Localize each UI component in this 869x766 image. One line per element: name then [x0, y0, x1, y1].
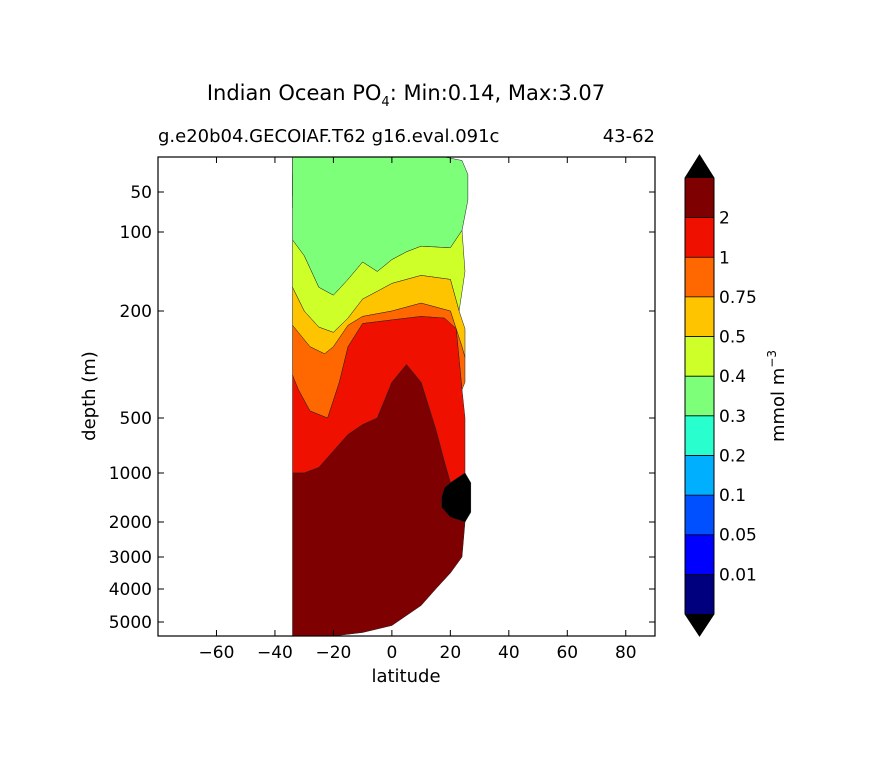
x-tick-label: 80: [615, 643, 637, 663]
y-axis-ticks: 50 100 200 500 1000 2000 3000 4000 5000: [109, 183, 655, 633]
colorbar-extend-top: [685, 155, 714, 178]
plot-frame: [157, 156, 656, 637]
colorbar-swatch: [685, 376, 714, 416]
colorbar-tick-label: 0.05: [719, 526, 757, 546]
colorbar-tick-label: 0.3: [719, 407, 746, 427]
chart-title: Indian Ocean PO4: Min:0.14, Max:3.07: [207, 81, 605, 110]
x-tick-label: −20: [315, 643, 351, 663]
colorbar-swatch: [685, 296, 714, 337]
chart-title-prefix: Indian Ocean PO: [207, 81, 382, 105]
colorbar-swatch: [685, 534, 714, 575]
colorbar-outline: [684, 154, 715, 637]
colorbar: 0.01 0.05 0.1 0.2 0.3 0.4 0.5 0.75 1 2: [684, 154, 757, 637]
colorbar-swatch: [685, 495, 714, 535]
x-tick-label: 40: [498, 643, 520, 663]
colorbar-swatch: [685, 178, 714, 218]
colorbar-tick-label: 0.75: [719, 288, 757, 308]
contour-region: [441, 472, 472, 523]
y-tick-label: 200: [120, 302, 152, 322]
x-tick-label: 60: [556, 643, 578, 663]
chart-title-suffix: : Min:0.14, Max:3.07: [390, 81, 605, 105]
colorbar-tick-label: 1: [719, 248, 730, 268]
colorbar-swatch: [685, 217, 714, 258]
chart-subtitle-left: g.e20b04.GECOIAF.T62 g16.eval.091c: [158, 126, 499, 147]
contour-layer: [292, 157, 472, 636]
colorbar-swatch: [685, 574, 714, 614]
colorbar-extend-bottom: [685, 614, 714, 636]
colorbar-swatch: [685, 415, 714, 456]
colorbar-tick-label: 0.2: [719, 446, 746, 466]
colorbar-tick-label: 0.5: [719, 328, 746, 348]
x-tick-label: 20: [440, 643, 462, 663]
colorbar-swatch: [685, 455, 714, 496]
x-axis-label: latitude: [371, 666, 440, 687]
y-tick-label: 5000: [109, 613, 152, 633]
x-axis-ticks: −60 −40 −20 0 20 40 60 80: [199, 157, 637, 663]
y-tick-label: 500: [120, 409, 152, 429]
y-tick-label: 2000: [109, 513, 152, 533]
y-tick-label: 1000: [109, 464, 152, 484]
chart-subtitle-right: 43-62: [603, 126, 655, 147]
x-tick-label: −40: [257, 643, 293, 663]
x-tick-label: 0: [386, 643, 397, 663]
chart-title-subscript: 4: [381, 95, 389, 110]
y-tick-label: 3000: [109, 548, 152, 568]
x-tick-label: −60: [199, 643, 235, 663]
colorbar-swatch: [685, 336, 714, 377]
y-tick-label: 4000: [109, 580, 152, 600]
colorbar-tick-label: 0.4: [719, 367, 746, 387]
colorbar-label-text: mmol m: [768, 368, 789, 442]
colorbar-swatch: [685, 257, 714, 297]
colorbar-tick-label: 2: [719, 209, 730, 229]
colorbar-tick-label: 0.01: [719, 565, 757, 585]
y-axis-label: depth (m): [79, 351, 100, 441]
y-tick-label: 100: [120, 223, 152, 243]
colorbar-tick-label: 0.1: [719, 486, 746, 506]
colorbar-label: mmol m−3: [765, 350, 789, 442]
colorbar-label-exponent: −3: [765, 350, 779, 368]
y-tick-label: 50: [130, 183, 152, 203]
